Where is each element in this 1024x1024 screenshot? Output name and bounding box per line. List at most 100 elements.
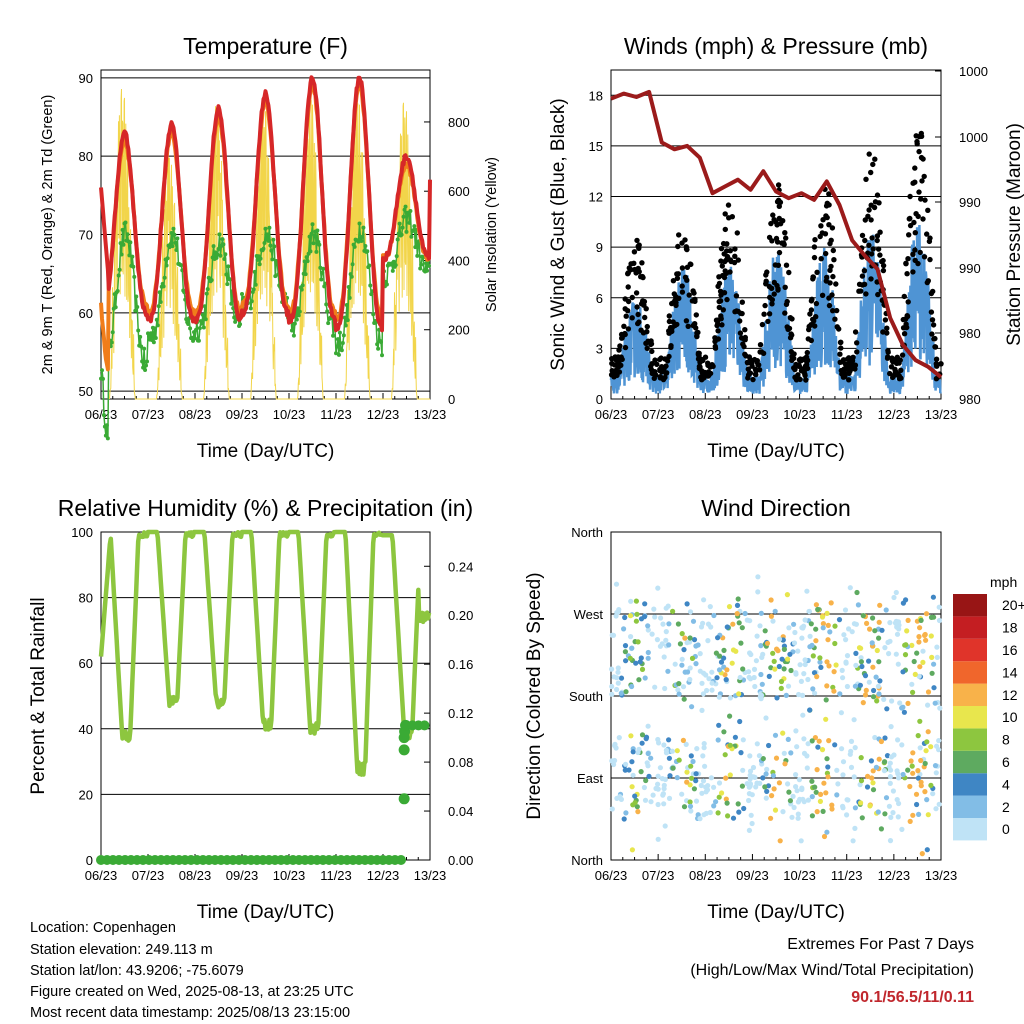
dewpoint-point bbox=[131, 264, 136, 269]
wind-direction-point bbox=[751, 674, 757, 681]
gust-point bbox=[642, 314, 648, 321]
dewpoint-point bbox=[164, 263, 169, 268]
wind-direction-point bbox=[793, 784, 799, 790]
dewpoint-point bbox=[248, 306, 253, 311]
gust-point bbox=[921, 254, 928, 260]
gust-point bbox=[925, 207, 931, 213]
dewpoint-point bbox=[118, 241, 123, 246]
gust-point bbox=[803, 377, 809, 383]
x-tick-label: 10/23 bbox=[273, 407, 306, 422]
wind-direction-point bbox=[809, 794, 815, 800]
wind-direction-point bbox=[928, 633, 934, 639]
wind-direction-point bbox=[911, 658, 917, 665]
dewpoint-point bbox=[262, 240, 267, 245]
wind-direction-point bbox=[800, 712, 806, 718]
wind-direction-point bbox=[655, 801, 661, 808]
dewpoint-point bbox=[321, 266, 326, 271]
dewpoint-point bbox=[395, 237, 400, 242]
wind-direction-point bbox=[847, 585, 853, 591]
dewpoint-point bbox=[311, 241, 316, 246]
wind-direction-point bbox=[635, 639, 641, 645]
gust-point bbox=[770, 212, 776, 218]
wind-direction-point bbox=[614, 795, 620, 802]
wind-direction-point bbox=[923, 748, 929, 754]
gust-point bbox=[769, 301, 775, 307]
wind-direction-point bbox=[702, 763, 708, 769]
gust-point bbox=[732, 246, 738, 252]
wind-direction-point bbox=[662, 776, 669, 783]
gust-point bbox=[722, 211, 728, 217]
gust-point bbox=[679, 265, 686, 271]
wind-direction-point bbox=[817, 798, 824, 805]
gust-point bbox=[692, 298, 698, 304]
gust-point bbox=[934, 363, 940, 369]
gust-point bbox=[698, 356, 705, 363]
gust-point bbox=[913, 211, 919, 217]
x-tick-label: 10/23 bbox=[273, 868, 306, 883]
wind-direction-point bbox=[747, 768, 754, 774]
wind-direction-point bbox=[636, 677, 642, 683]
gust-point bbox=[884, 330, 890, 336]
wind-direction-point bbox=[776, 663, 782, 670]
wind-direction-point bbox=[801, 671, 807, 677]
wind-direction-point bbox=[905, 767, 911, 773]
wind-direction-point bbox=[764, 640, 771, 646]
gust-point bbox=[885, 347, 891, 354]
gust-point bbox=[668, 343, 674, 349]
wind-direction-point bbox=[932, 763, 939, 769]
gust-point bbox=[716, 304, 722, 311]
colorbar-label: 4 bbox=[1002, 776, 1010, 792]
dewpoint-point bbox=[154, 317, 159, 322]
colorbar-label: 6 bbox=[1002, 754, 1010, 770]
dewpoint-point bbox=[229, 301, 234, 306]
wind-direction-point bbox=[684, 769, 690, 775]
dewpoint-point bbox=[116, 273, 121, 278]
wind-direction-point bbox=[909, 763, 915, 769]
gust-point bbox=[912, 230, 918, 236]
wind-direction-point bbox=[697, 651, 703, 657]
wind-direction-point bbox=[923, 637, 929, 643]
wind-direction-point bbox=[897, 700, 903, 706]
wind-direction-point bbox=[645, 750, 651, 757]
gust-point bbox=[712, 343, 718, 350]
wind-direction-point bbox=[794, 788, 800, 794]
wind-direction-point bbox=[881, 768, 888, 774]
wind-direction-point bbox=[727, 772, 733, 778]
wind-direction-point bbox=[909, 642, 915, 649]
wind-direction-point bbox=[699, 707, 705, 714]
gust-point bbox=[643, 340, 649, 346]
wind-direction-point bbox=[676, 757, 682, 763]
wind-direction-point bbox=[758, 671, 764, 678]
wind-direction-point bbox=[867, 626, 873, 632]
wind-direction-point bbox=[846, 626, 852, 632]
wind-direction-point bbox=[682, 635, 688, 641]
gust-point bbox=[735, 257, 741, 263]
wind-direction-point bbox=[632, 800, 638, 806]
colorbar-swatch bbox=[953, 706, 987, 729]
wind-direction-point bbox=[723, 677, 729, 683]
x-tick-label: 08/23 bbox=[179, 868, 212, 883]
gust-point bbox=[830, 247, 836, 254]
plot-frame bbox=[100, 531, 431, 861]
dewpoint-point bbox=[291, 333, 296, 338]
wind-direction-point bbox=[618, 690, 624, 696]
dewpoint-point bbox=[419, 262, 424, 267]
colorbar-label: 0 bbox=[1002, 821, 1010, 837]
wind-direction-point bbox=[836, 617, 843, 623]
gust-point bbox=[786, 269, 792, 276]
wind-direction-point bbox=[815, 744, 821, 750]
gust-point bbox=[644, 323, 650, 330]
wind-direction-point bbox=[666, 642, 672, 648]
gust-point bbox=[782, 310, 788, 316]
y2-tick-label: 0.08 bbox=[448, 755, 473, 770]
wind-direction-point bbox=[775, 648, 781, 654]
wind-direction-point bbox=[924, 847, 930, 853]
colorbar-label: 16 bbox=[1002, 642, 1018, 658]
gust-point bbox=[905, 256, 911, 262]
gust-point bbox=[694, 330, 700, 336]
wind-direction-point bbox=[824, 659, 830, 665]
gust-point bbox=[654, 361, 660, 367]
wind-direction-point bbox=[812, 690, 818, 696]
wind-direction-point bbox=[852, 745, 858, 751]
gust-point bbox=[932, 344, 939, 350]
